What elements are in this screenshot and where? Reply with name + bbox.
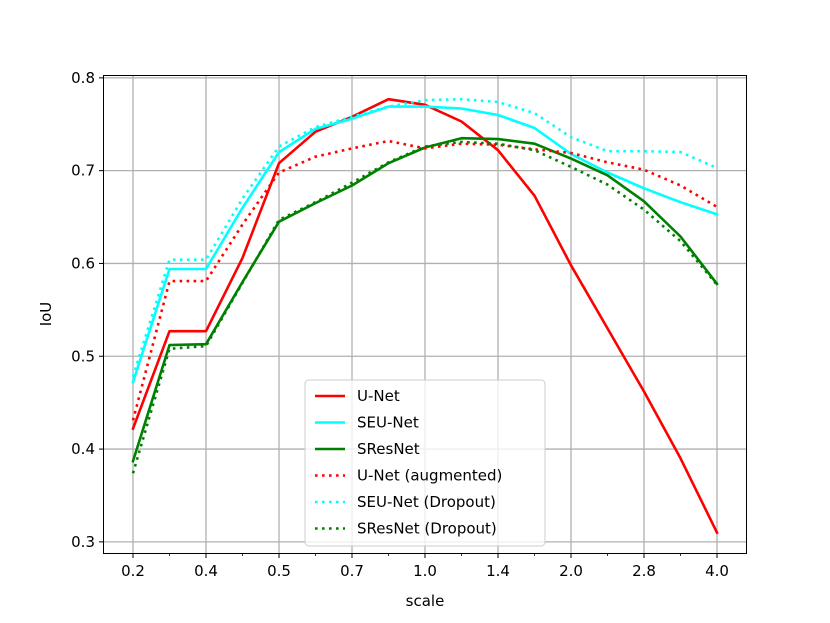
y-tick-label: 0.4 bbox=[71, 440, 95, 458]
series-line-4 bbox=[131, 139, 718, 421]
y-tick-label: 0.7 bbox=[71, 162, 95, 180]
x-tick-label: 0.7 bbox=[340, 562, 364, 580]
legend-label: SEU-Net (Dropout) bbox=[357, 493, 496, 511]
series-line-6 bbox=[131, 140, 718, 474]
series-layer bbox=[131, 97, 719, 535]
x-axis-label: scale bbox=[406, 592, 445, 610]
x-tick-label: 1.0 bbox=[413, 562, 437, 580]
legend-label: SResNet (Dropout) bbox=[357, 520, 497, 538]
y-tick-label: 0.3 bbox=[71, 533, 95, 551]
x-tick-label: 1.4 bbox=[486, 562, 510, 580]
x-tick-label: 0.5 bbox=[267, 562, 291, 580]
legend-label: U-Net (augmented) bbox=[357, 467, 502, 485]
y-tick-label: 0.5 bbox=[71, 347, 95, 365]
legend-box bbox=[304, 379, 546, 547]
series-line-5 bbox=[131, 97, 718, 378]
y-tick-label: 0.8 bbox=[71, 69, 95, 87]
x-tick-label: 4.0 bbox=[705, 562, 729, 580]
axis-ticks: 0.2 0.4 0.5 0.7 1.0 1.4 2.0 2.8 4.0 0.3 0.4 0.5 0.6 0… bbox=[71, 69, 729, 580]
y-axis-label: IoU bbox=[37, 302, 55, 327]
legend: U-Net SEU-Net SResNet U-Net (augmented) SEU-… bbox=[304, 379, 546, 547]
series-line-2 bbox=[131, 105, 719, 384]
x-tick-label: 0.4 bbox=[194, 562, 218, 580]
series-line-1 bbox=[131, 97, 719, 535]
y-tick-label: 0.6 bbox=[71, 254, 95, 272]
x-tick-label: 0.2 bbox=[121, 562, 145, 580]
legend-label: U-Net bbox=[357, 387, 400, 405]
x-tick-label: 2.8 bbox=[632, 562, 656, 580]
x-tick-label: 2.0 bbox=[559, 562, 583, 580]
legend-label: SResNet bbox=[357, 440, 420, 458]
legend-label: SEU-Net bbox=[357, 414, 419, 432]
